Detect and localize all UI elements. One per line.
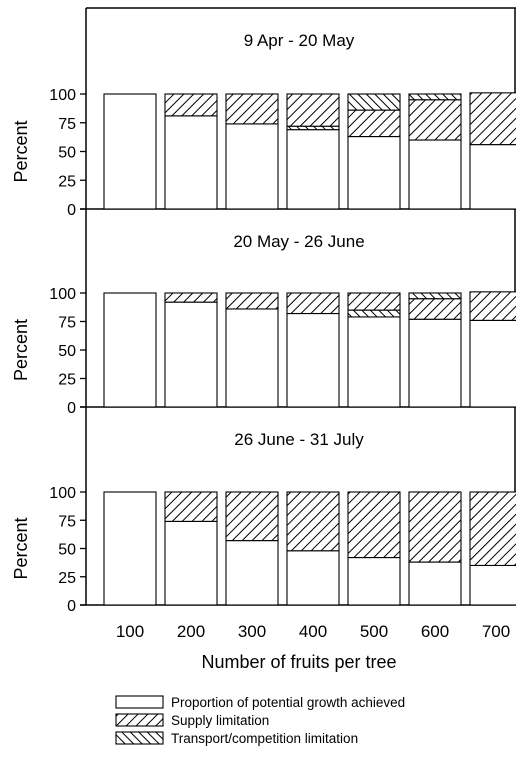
legend-label: Proportion of potential growth achieved <box>171 695 405 710</box>
y-tick-label: 100 <box>49 286 76 303</box>
y-tick-label: 100 <box>49 87 76 104</box>
bar-segment-growth <box>164 301 218 408</box>
bar-segment-growth <box>225 123 279 210</box>
bar-segment-growth <box>103 93 157 210</box>
panel-3: 26 June - 31 July Percent 0 25 50 75 100 <box>11 430 516 615</box>
bar-segment-supply <box>408 298 462 320</box>
y-tick-label: 25 <box>58 173 76 190</box>
bar-segment-supply <box>225 93 279 125</box>
bar-segment-growth <box>286 312 340 408</box>
bar-segment-growth <box>286 129 340 210</box>
bar-segment-supply <box>408 99 462 141</box>
bar-segment-supply <box>286 93 340 127</box>
bar-segment-transport <box>408 93 462 101</box>
legend-swatch <box>115 713 164 727</box>
bar-segment-growth <box>225 540 279 606</box>
x-tick-label: 400 <box>299 622 327 641</box>
legend-label: Supply limitation <box>171 713 269 728</box>
bar-segment-supply <box>408 491 462 563</box>
x-tick-label: 500 <box>360 622 388 641</box>
bar-segment-supply <box>164 491 218 522</box>
bar-segment-growth <box>347 556 401 606</box>
bar-segment-growth <box>469 319 516 408</box>
x-axis-label: Number of fruits per tree <box>201 652 396 672</box>
bar-segment-growth <box>225 308 279 408</box>
x-tick-label: 700 <box>482 622 510 641</box>
bar-segment-supply <box>286 491 340 552</box>
bar-segment-growth <box>347 316 401 408</box>
y-tick-label: 50 <box>58 343 76 360</box>
x-axis: 100 200 300 400 500 600 700 <box>116 622 510 641</box>
y-tick-label: 25 <box>58 570 76 587</box>
bar-segment-growth <box>408 139 462 210</box>
legend-label: Transport/competition limitation <box>171 731 358 746</box>
bar-segment-growth <box>286 550 340 606</box>
bar-segment-supply <box>347 491 401 559</box>
bar-segment-supply <box>225 292 279 310</box>
y-tick-label: 75 <box>58 513 76 530</box>
legend-swatch <box>115 731 164 745</box>
bar-segment-supply <box>347 292 401 311</box>
panel-1: 9 Apr - 20 May Percent 0 25 50 75 100 <box>11 31 516 219</box>
bar-segment-supply <box>286 292 340 315</box>
bar-segment-supply <box>469 491 516 566</box>
panel-title: 26 June - 31 July <box>234 430 364 449</box>
y-tick-label: 50 <box>58 542 76 559</box>
bar-segment-growth <box>347 136 401 210</box>
y-axis-label: Percent <box>11 517 31 579</box>
y-axis-label: Percent <box>11 120 31 182</box>
bar-segment-growth <box>469 144 516 210</box>
bar-segment-supply <box>469 92 516 146</box>
bar-segment-supply <box>225 491 279 542</box>
y-tick-label: 50 <box>58 145 76 162</box>
legend: Proportion of potential growth achieved S… <box>115 695 405 746</box>
x-tick-label: 100 <box>116 622 144 641</box>
bar-segment-growth <box>103 292 157 408</box>
y-tick-label: 0 <box>67 400 76 417</box>
bar-segment-transport <box>408 292 462 300</box>
bar-segment-supply <box>164 292 218 303</box>
y-axis-label: Percent <box>11 319 31 381</box>
panel-title: 9 Apr - 20 May <box>244 31 355 50</box>
bar-segment-supply <box>469 291 516 321</box>
bar-segment-growth <box>103 491 157 606</box>
y-tick-label: 100 <box>49 485 76 502</box>
bar-segment-growth <box>164 520 218 606</box>
x-tick-label: 200 <box>177 622 205 641</box>
y-tick-label: 0 <box>67 202 76 219</box>
panel-2: 20 May - 26 June Percent 0 25 50 75 100 <box>11 232 516 417</box>
bar-segment-growth <box>408 318 462 408</box>
legend-swatch <box>115 695 164 709</box>
y-tick-label: 75 <box>58 315 76 332</box>
bar-segment-transport <box>347 93 401 111</box>
y-tick-label: 75 <box>58 116 76 133</box>
bar-segment-growth <box>469 564 516 606</box>
bar-segment-growth <box>164 115 218 210</box>
panel-title: 20 May - 26 June <box>233 232 364 251</box>
y-tick-label: 25 <box>58 372 76 389</box>
bar-segment-growth <box>408 561 462 606</box>
bar-segment-supply <box>164 93 218 117</box>
y-tick-label: 0 <box>67 598 76 615</box>
x-tick-label: 600 <box>421 622 449 641</box>
bar-segment-transport <box>347 309 401 318</box>
x-tick-label: 300 <box>238 622 266 641</box>
bar-segment-supply <box>347 109 401 138</box>
